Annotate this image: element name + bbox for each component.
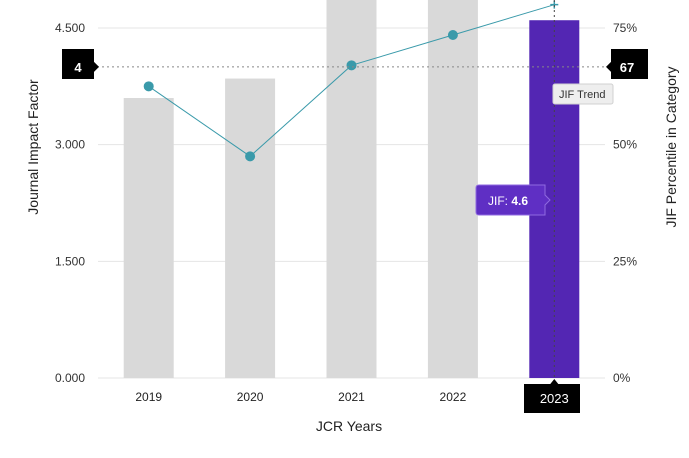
bar [225, 78, 276, 379]
bar [326, 0, 377, 378]
left-badge-shape [62, 49, 99, 79]
trend-point [245, 151, 256, 162]
jif-tooltip-box [475, 184, 551, 216]
y2-tick-label: 50% [613, 138, 637, 152]
jif-tooltip-prefix: JIF: [488, 194, 511, 208]
axis-ticks: 0.000 1.500 3.000 4.500 0% 25% 50% 75% 2019 2020 2… [55, 21, 637, 404]
x-tick-label: 2020 [237, 390, 264, 404]
trend-tooltip-box [552, 83, 614, 105]
trend-point [346, 60, 357, 71]
right-value-badge: 67 [606, 49, 648, 79]
x-axis-title: JCR Years [316, 418, 382, 434]
left-badge-label: 4 [74, 60, 82, 75]
x-tick-label: 2019 [135, 390, 162, 404]
left-value-badge: 4 [62, 49, 99, 79]
y-axis-title: Journal Impact Factor [25, 79, 41, 215]
x-tick-label: 2021 [338, 390, 365, 404]
y2-axis-title: JIF Percentile in Category [663, 66, 679, 227]
x-badge-shape [524, 379, 580, 413]
y2-tick-label: 75% [613, 21, 637, 35]
y-tick-label: 1.500 [55, 254, 85, 268]
right-badge-shape [606, 49, 648, 79]
jif-tooltip-label: JIF: 4.6 [488, 194, 528, 208]
x-category-badge: 2023 [524, 379, 580, 413]
trend-line [143, 0, 559, 162]
bar [427, 0, 478, 378]
y-tick-label: 3.000 [55, 138, 85, 152]
y-tick-label: 0.000 [55, 371, 85, 385]
trend-tooltip-label: JIF Trend [559, 89, 605, 101]
trend-point [447, 30, 458, 40]
trend-point [550, 0, 559, 9]
bar [123, 98, 174, 378]
trend-point [143, 81, 154, 92]
right-badge-label: 67 [620, 60, 634, 75]
y2-tick-label: 25% [613, 254, 637, 268]
jif-tooltip: JIF: 4.6 [475, 184, 551, 216]
y2-tick-label: 0% [613, 371, 631, 385]
jif-tooltip-value: 4.6 [511, 194, 528, 208]
x-tick-label: 2022 [440, 390, 467, 404]
crosshair-overlay: 4 67 2023 JIF Trend JIF: 4.6 [62, 0, 648, 413]
x-badge-label: 2023 [540, 391, 569, 406]
y-tick-label: 4.500 [55, 21, 85, 35]
trend-tooltip: JIF Trend [552, 83, 614, 105]
